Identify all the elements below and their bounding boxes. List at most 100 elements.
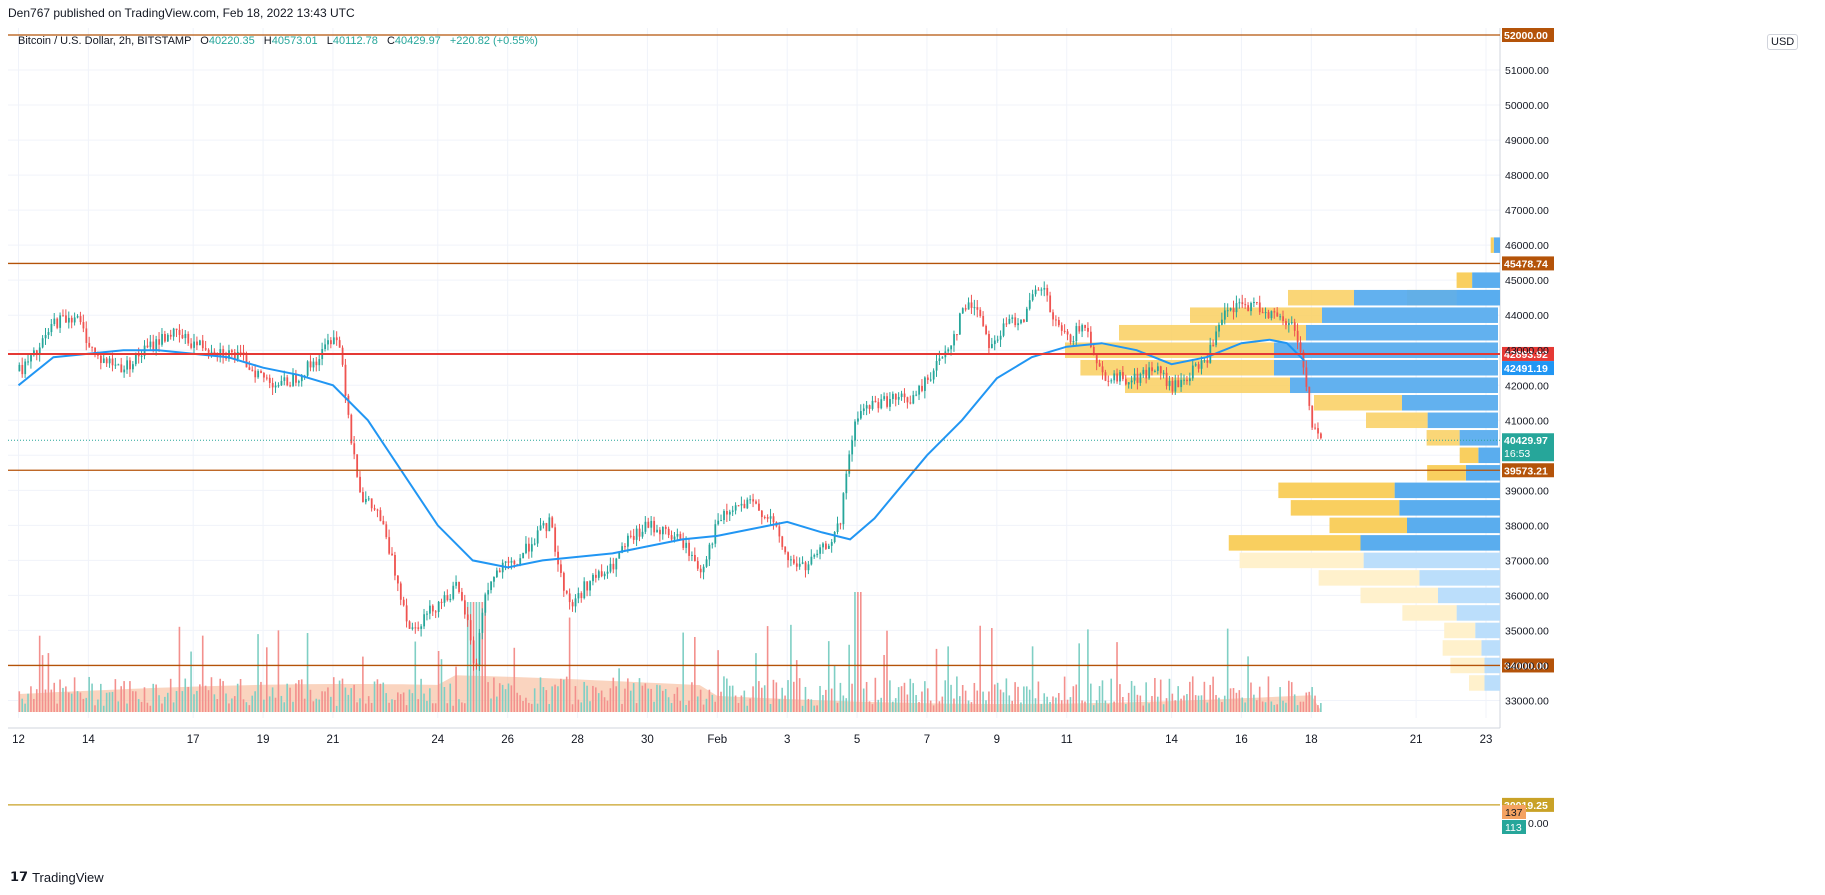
volume-bar [1317,705,1319,712]
volume-bar [1253,694,1255,712]
candle-body [606,571,609,574]
y-tick-label: 44000.00 [1505,310,1549,322]
volume-bar [1116,642,1118,712]
candle-body [612,563,615,570]
volume-bar [373,681,376,712]
volume-bar [924,681,926,712]
volume-bar [781,687,783,712]
volume-bar [1052,696,1054,712]
candle-body [728,511,731,515]
volume-bar [353,684,355,712]
candle-body [1267,312,1270,319]
volume-bar [857,592,859,712]
candle-body [1221,319,1223,325]
candle-body [571,602,574,607]
candle-body [699,568,702,573]
volume-bar [443,686,446,712]
candle-body [903,393,906,398]
volume-bar [580,702,583,712]
volume-bar [790,624,792,712]
volume-bar [685,704,687,712]
candle-body [1142,369,1145,374]
volume-bar [70,693,73,712]
volume-bar [318,699,320,712]
volume-bar [496,696,498,712]
candle-body [1104,372,1107,381]
level-tag-label-0: 52000.00 [1504,30,1548,42]
volume-bar [1320,703,1322,712]
volume-bar [1229,688,1232,712]
volume-bar [446,703,449,712]
fixed-profile-down [1459,430,1498,446]
footer-brand[interactable]: 𝟭𝟳 TradingView [10,869,104,885]
candle-body [1206,360,1209,363]
candle-body [979,309,982,316]
fixed-profile-down [1274,342,1498,358]
candle-body [1090,331,1092,348]
candle-body [417,627,420,629]
volume-bar [102,705,105,712]
candle-body [551,517,554,528]
volume-bar [627,678,629,712]
volume-bar [201,635,204,712]
candle-body [178,329,181,335]
series-legend: Bitcoin / U.S. Dollar, 2h, BITSTAMP O402… [18,35,538,47]
volume-bar [1302,701,1305,712]
volume-bar [1011,700,1014,712]
candle-body [132,364,134,370]
volume-bar [312,701,315,712]
volume-bar [466,602,469,712]
candle-body [356,454,359,477]
volume-bar [501,684,504,712]
volume-bar [126,703,128,712]
candle-body [1305,367,1308,387]
candle-body [353,443,356,455]
candle-body [836,523,839,533]
volume-profile-up [1318,570,1420,586]
candle-body [1223,310,1226,320]
candle-body [883,396,886,400]
volume-bar [132,691,134,712]
volume-bar [94,705,96,712]
candle-body [332,337,335,345]
candle-body [958,313,961,335]
volume-bar [143,687,146,712]
volume-bar [1063,676,1066,712]
price-tag-0 [1502,361,1554,376]
candle-body [1130,380,1133,383]
volume-bar [787,680,789,712]
volume-bar [469,602,472,712]
volume-tag-0 [1502,805,1526,819]
candle-body [1034,289,1037,295]
volume-bar [961,685,964,712]
y-tick-label: 42000.00 [1505,380,1549,392]
candle-body [807,564,810,571]
volume-ma-area [18,675,1322,712]
volume-bar [172,702,175,712]
fixed-profile-up [1426,430,1460,446]
candle-body [341,347,344,365]
candle-body [181,334,184,339]
volume-bar [1203,681,1206,712]
volume-bar [231,698,233,712]
volume-bar [175,691,178,712]
volume-bar [1209,684,1212,712]
volume-bar [618,668,620,712]
candle-body [277,385,280,387]
volume-bar [638,678,641,712]
candle-body [239,351,242,353]
candle-body [533,543,536,545]
level-tag-3 [1502,463,1554,478]
volume-bar [1142,705,1145,712]
candle-body [123,369,126,373]
candle-body [519,558,522,565]
volume-bar [1069,697,1072,712]
candle-body [772,516,775,523]
volume-bar [597,693,600,712]
candle-body [894,393,897,400]
volume-bar [1014,682,1016,712]
currency-badge[interactable]: USD [1767,34,1799,50]
candle-body [1075,326,1078,342]
volume-bar [1037,681,1040,712]
